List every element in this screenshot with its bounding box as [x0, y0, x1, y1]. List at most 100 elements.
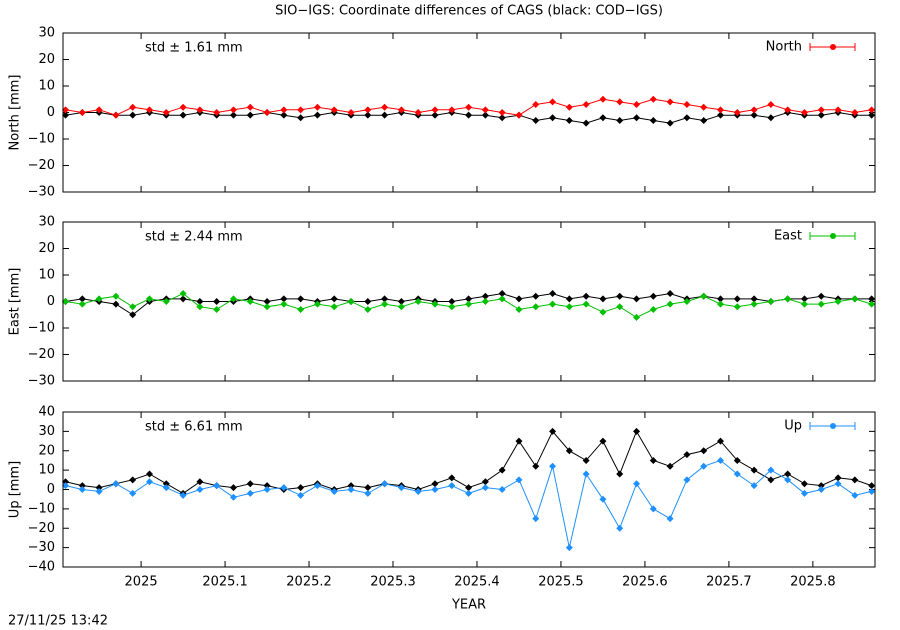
- x-tick-label: 2025.1: [202, 575, 248, 590]
- data-point: [481, 292, 489, 300]
- data-point: [750, 482, 758, 490]
- data-point: [414, 487, 422, 495]
- y-tick-label: −10: [28, 321, 55, 336]
- data-point: [633, 480, 641, 488]
- data-point: [179, 295, 187, 303]
- y-tick-label: −40: [28, 560, 55, 575]
- data-point: [246, 298, 254, 305]
- data-point: [263, 298, 271, 305]
- data-point: [78, 109, 86, 116]
- data-point: [364, 484, 372, 492]
- data-point: [716, 300, 724, 308]
- data-point: [330, 487, 338, 495]
- data-point: [750, 300, 758, 308]
- data-point: [481, 484, 489, 492]
- std-annotation: std ± 6.61 mm: [145, 420, 243, 435]
- data-point: [263, 482, 271, 490]
- data-point: [700, 292, 708, 300]
- data-point: [599, 114, 607, 122]
- data-point: [868, 295, 876, 303]
- data-point: [465, 103, 473, 111]
- data-point: [565, 103, 573, 111]
- data-point: [599, 437, 607, 445]
- data-point: [381, 295, 389, 303]
- data-point: [683, 298, 691, 305]
- data-point: [145, 470, 153, 478]
- data-point: [700, 116, 708, 124]
- data-point: [162, 484, 170, 492]
- data-point: [162, 298, 170, 305]
- data-point: [347, 486, 355, 493]
- data-point: [582, 470, 590, 478]
- data-point: [397, 106, 405, 114]
- data-point: [532, 303, 540, 311]
- data-point: [616, 524, 624, 532]
- x-tick-label: 2025.4: [454, 575, 500, 590]
- data-point: [633, 101, 641, 109]
- data-point: [700, 103, 708, 111]
- data-point: [280, 295, 288, 303]
- data-point: [868, 106, 876, 114]
- data-point: [851, 109, 859, 116]
- data-point: [582, 456, 590, 464]
- data-point: [532, 515, 540, 523]
- data-point: [246, 103, 254, 111]
- data-point: [397, 298, 405, 305]
- data-point: [229, 484, 237, 492]
- data-point: [347, 109, 355, 116]
- data-point: [750, 295, 758, 303]
- y-axis-label: East [mm]: [8, 268, 23, 336]
- data-point: [347, 482, 355, 490]
- data-point: [196, 486, 204, 493]
- data-point: [666, 98, 674, 106]
- data-point: [767, 101, 775, 109]
- data-point: [549, 462, 557, 470]
- data-point: [397, 303, 405, 311]
- data-point: [716, 111, 724, 119]
- data-point: [313, 111, 321, 119]
- data-point: [431, 480, 439, 488]
- data-point: [666, 300, 674, 308]
- data-point: [129, 103, 137, 111]
- plot-frame: [62, 411, 876, 568]
- data-point: [431, 106, 439, 114]
- data-point: [465, 484, 473, 492]
- data-point: [868, 300, 876, 308]
- data-point: [465, 295, 473, 303]
- data-point: [196, 298, 204, 305]
- std-annotation: std ± 2.44 mm: [145, 230, 243, 245]
- y-tick-label: 10: [38, 79, 55, 94]
- data-point: [633, 295, 641, 303]
- data-point: [515, 295, 523, 303]
- data-point: [229, 111, 237, 119]
- chart-title: SIO−IGS: Coordinate differences of CAGS …: [275, 4, 663, 19]
- data-point: [800, 295, 808, 303]
- data-point: [465, 489, 473, 497]
- data-point: [78, 486, 86, 493]
- data-point: [800, 300, 808, 308]
- data-point: [330, 303, 338, 311]
- data-point: [666, 462, 674, 470]
- data-point: [78, 295, 86, 303]
- data-point: [448, 474, 456, 482]
- data-point: [716, 456, 724, 464]
- data-point: [112, 480, 120, 488]
- data-point: [162, 480, 170, 488]
- data-point: [196, 106, 204, 114]
- data-point: [851, 476, 859, 484]
- data-point: [633, 114, 641, 122]
- y-tick-label: −10: [28, 132, 55, 147]
- data-point: [649, 116, 657, 124]
- data-point: [213, 305, 221, 313]
- data-point: [532, 462, 540, 470]
- data-point: [129, 476, 137, 484]
- y-axis-label: Up [mm]: [8, 461, 23, 518]
- data-point: [448, 482, 456, 490]
- data-point: [582, 300, 590, 308]
- data-point: [716, 437, 724, 445]
- data-point: [716, 295, 724, 303]
- data-point: [280, 300, 288, 308]
- data-point: [330, 106, 338, 114]
- y-tick-label: 0: [47, 105, 55, 120]
- data-point: [196, 303, 204, 311]
